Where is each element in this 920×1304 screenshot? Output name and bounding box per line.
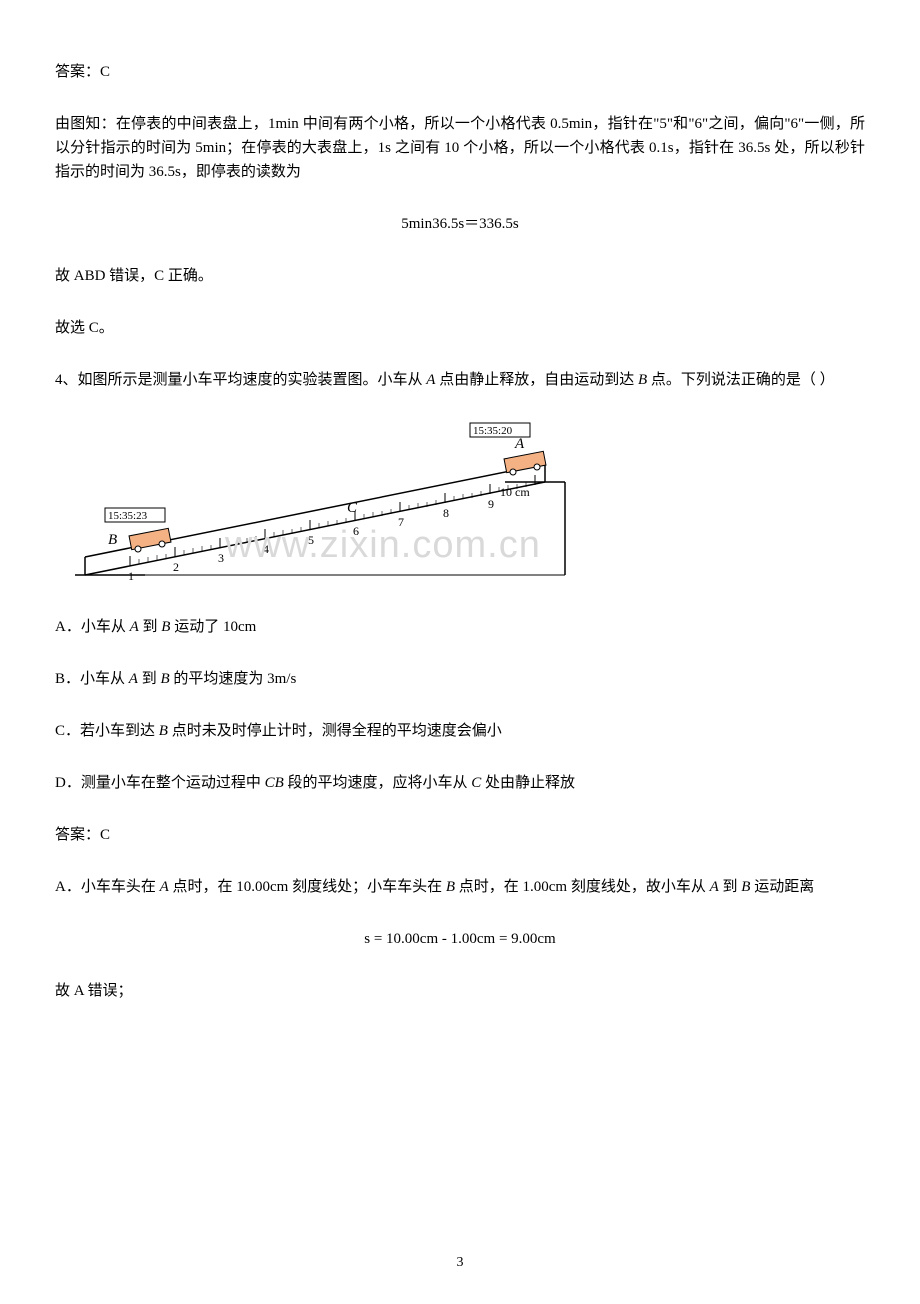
opta-post: 运动了 10cm	[170, 619, 256, 635]
optd-post: 处由静止释放	[481, 775, 575, 791]
optc-pre: C．若小车到达	[55, 723, 159, 739]
page-number: 3	[0, 1252, 920, 1274]
optd-c: C	[471, 775, 481, 791]
option-a: A．小车从 A 到 B 运动了 10cm	[55, 615, 865, 639]
explanation-paragraph-1: 由图知：在停表的中间表盘上，1min 中间有两个小格，所以一个小格代表 0.5m…	[55, 112, 865, 184]
sola-a2: A	[710, 879, 719, 895]
equation-1: 5min36.5s＝336.5s	[55, 212, 865, 236]
opta-pre: A．小车从	[55, 619, 130, 635]
sola-mid1: 点时，在 10.00cm 刻度线处；小车车头在	[169, 879, 446, 895]
question-4-stem: 4、如图所示是测量小车平均速度的实验装置图。小车从 A 点由静止释放，自由运动到…	[55, 368, 865, 392]
label-b: B	[108, 532, 117, 548]
tick-7: 7	[398, 515, 404, 529]
optb-b: B	[160, 671, 169, 687]
sola-a: A	[160, 879, 169, 895]
sola-b: B	[446, 879, 455, 895]
option-c: C．若小车到达 B 点时未及时停止计时，测得全程的平均速度会偏小	[55, 719, 865, 743]
tick-6: 6	[353, 524, 359, 538]
q4-point-b: B	[638, 372, 647, 388]
tick-1: 1	[128, 569, 134, 583]
q4-text-mid2: 点。下列说法正确的是（ ）	[647, 372, 835, 388]
experiment-diagram: 1 2 3 4 5 6 7 8 9 10 cm A 15:35:20 B	[75, 420, 635, 590]
optc-post: 点时未及时停止计时，测得全程的平均速度会偏小	[168, 723, 502, 739]
tick-3: 3	[218, 551, 224, 565]
optd-mid: 段的平均速度，应将小车从	[284, 775, 472, 791]
explanation-paragraph-2: 故 ABD 错误，C 正确。	[55, 264, 865, 288]
optb-a: A	[129, 671, 138, 687]
optb-pre: B．小车从	[55, 671, 129, 687]
tick-4: 4	[263, 542, 269, 556]
sola-mid3: 到	[719, 879, 742, 895]
option-d: D．测量小车在整个运动过程中 CB 段的平均速度，应将小车从 C 处由静止释放	[55, 771, 865, 795]
cart-b	[129, 528, 171, 552]
optd-pre: D．测量小车在整个运动过程中	[55, 775, 265, 791]
solution-a: A．小车车头在 A 点时，在 10.00cm 刻度线处；小车车头在 B 点时，在…	[55, 875, 865, 899]
optb-post: 的平均速度为 3m/s	[170, 671, 297, 687]
time-left: 15:35:23	[108, 510, 148, 522]
sola-mid2: 点时，在 1.00cm 刻度线处，故小车从	[455, 879, 710, 895]
tick-2: 2	[173, 560, 179, 574]
cart-a	[504, 451, 546, 475]
tick-9: 9	[488, 497, 494, 511]
explanation-paragraph-3: 故选 C。	[55, 316, 865, 340]
sola-pre: A．小车车头在	[55, 879, 160, 895]
optd-cb: CB	[265, 775, 284, 791]
optc-b: B	[159, 723, 168, 739]
sola-post: 运动距离	[750, 879, 814, 895]
ruler-unit: 10 cm	[500, 485, 530, 499]
answer-line-2: 答案：C	[55, 823, 865, 847]
opta-a: A	[130, 619, 139, 635]
tick-5: 5	[308, 533, 314, 547]
q4-text-mid1: 点由静止释放，自由运动到达	[435, 372, 638, 388]
q4-text-pre: 4、如图所示是测量小车平均速度的实验装置图。小车从	[55, 372, 426, 388]
tick-8: 8	[443, 506, 449, 520]
equation-2: s = 10.00cm - 1.00cm = 9.00cm	[55, 927, 865, 951]
diagram-svg: 1 2 3 4 5 6 7 8 9 10 cm A 15:35:20 B	[75, 420, 635, 590]
answer-line: 答案：C	[55, 60, 865, 84]
opta-mid: 到	[139, 619, 162, 635]
label-c: C	[347, 500, 358, 516]
solution-a-end: 故 A 错误；	[55, 979, 865, 1003]
time-top: 15:35:20	[473, 425, 513, 437]
optb-mid: 到	[138, 671, 161, 687]
label-a: A	[514, 436, 525, 452]
option-b: B．小车从 A 到 B 的平均速度为 3m/s	[55, 667, 865, 691]
